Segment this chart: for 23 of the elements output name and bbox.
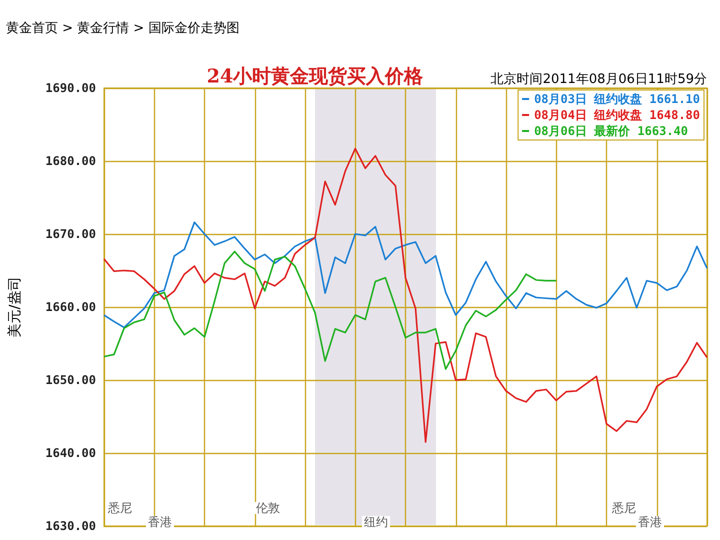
y-tick-label: 1630.00	[45, 519, 96, 533]
legend-label: 08月04日 纽约收盘 1648.80	[534, 108, 700, 122]
y-axis-title: 美元/盎司	[7, 276, 23, 338]
annotation: 悉尼	[107, 501, 132, 515]
annotation: 香港	[638, 515, 662, 529]
line-series	[103, 250, 558, 370]
chart-title: 24小时黄金现货买入价格	[206, 66, 424, 88]
y-tick-label: 1640.00	[45, 446, 96, 460]
annotation: 纽约	[364, 515, 388, 529]
y-tick-label: 1670.00	[45, 227, 96, 241]
line-series	[103, 148, 708, 443]
legend-label: 08月03日 纽约收盘 1661.10	[534, 92, 700, 106]
annotation: 伦敦	[256, 501, 280, 515]
annotation: 香港	[148, 515, 172, 529]
y-tick-label: 1690.00	[45, 81, 96, 95]
chart-subtitle: 北京时间2011年08月06日11时59分	[490, 72, 708, 87]
text: 黄金首页 > 黄金行情 > 国际金价走势图	[6, 21, 240, 36]
legend-label: 08月06日 最新价 1663.40	[534, 124, 688, 138]
y-tick-label: 1650.00	[45, 373, 96, 387]
y-tick-label: 1680.00	[45, 154, 96, 168]
y-tick-label: 1660.00	[45, 300, 96, 314]
annotation: 悉尼	[611, 501, 636, 515]
line-series	[103, 222, 708, 328]
